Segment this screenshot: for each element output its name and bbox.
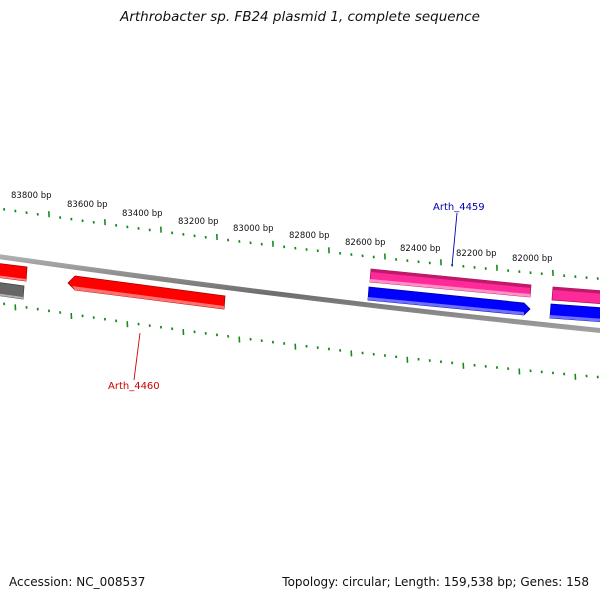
scale-label-82600: 82600 bp [345,238,386,248]
scale-label-83400: 83400 bp [122,209,163,219]
plasmid-backbone [0,254,600,334]
gene-arth-4459-highlight [370,279,530,297]
scale-label-82200: 82200 bp [456,249,497,259]
gene-arth-4460-highlight [72,286,224,309]
scale-label-83000: 83000 bp [233,224,274,234]
scale-label-83600: 83600 bp [67,200,108,210]
accession-text: Accession: NC_008537 [9,575,146,589]
scale-label-82800: 82800 bp [289,231,330,241]
gene-right-blue-partial-highlight [550,315,600,322]
scale-label-82400: 82400 bp [400,244,441,254]
gene-arth-4459-top [371,269,531,288]
scale-label-83200: 83200 bp [178,217,219,227]
gene-blue-forward-highlight [368,297,524,315]
gene-label-arth-4459[interactable]: Arth_4459 [433,202,485,213]
gene-right-pink-partial-top [553,287,600,294]
upper-scale-ticks [3,207,599,280]
gene-label-arth-4460[interactable]: Arth_4460 [108,381,160,392]
scale-label-83800: 83800 bp [11,191,52,201]
lower-scale-ticks [3,302,599,380]
scale-label-82000: 82000 bp [512,254,553,264]
label-line-arth-4459 [451,212,458,267]
map-title: Arthrobacter sp. FB24 plasmid 1, complet… [120,9,480,25]
label-line-arth-4460 [133,332,141,381]
topology-summary: Topology: circular; Length: 159,538 bp; … [282,575,589,589]
gene-left-gray-partial-highlight [0,293,23,299]
gene-left-red-partial-highlight [0,275,26,281]
